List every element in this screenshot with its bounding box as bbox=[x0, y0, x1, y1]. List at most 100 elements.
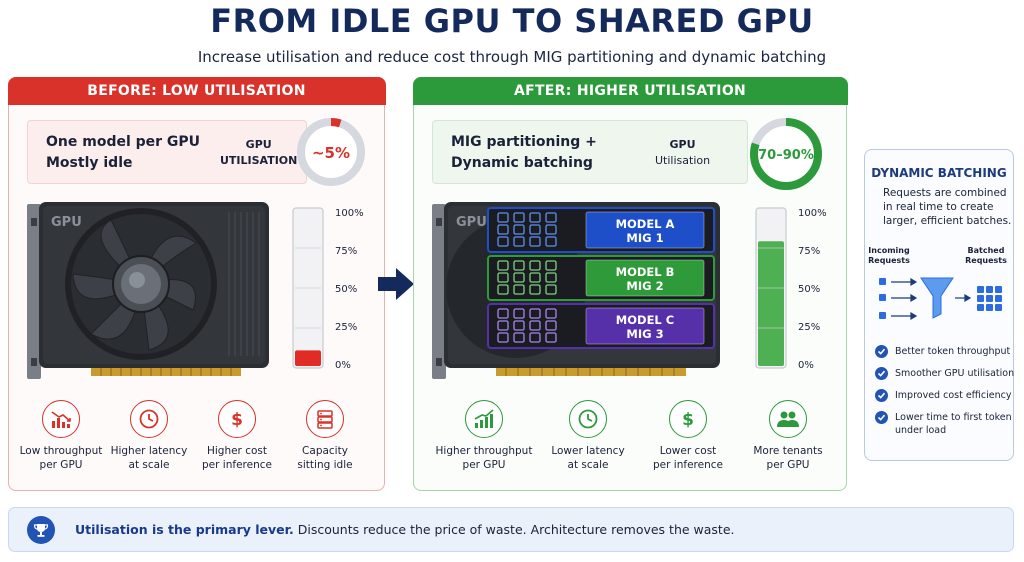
check-circle-icon bbox=[875, 411, 888, 424]
dynamic-batching-desc-line2: in real time to create bbox=[883, 201, 994, 213]
mig-model-label: MODEL B bbox=[616, 265, 675, 279]
batched-requests-label: Batched Requests bbox=[963, 246, 1009, 266]
before-gauge-tick-0: 0% bbox=[335, 360, 351, 371]
before-status-line2: Mostly idle bbox=[46, 155, 133, 171]
compute-core bbox=[497, 308, 509, 319]
chart-up-icon bbox=[465, 400, 503, 438]
compute-core bbox=[497, 212, 509, 223]
before-gauge-tick-75: 75% bbox=[335, 246, 357, 257]
compute-core bbox=[529, 284, 541, 295]
mig-instance-label: MIG 3 bbox=[626, 327, 663, 341]
before-impact-capacity-line2: sitting idle bbox=[297, 459, 353, 471]
after-gpu-label-line1: GPU bbox=[669, 138, 696, 151]
takeaway-text: Utilisation is the primary lever. Discou… bbox=[75, 522, 735, 537]
before-impact-latency-line1: Higher latency bbox=[110, 445, 188, 457]
chart-down-icon bbox=[42, 400, 80, 438]
after-impact-tenants: More tenants per GPU bbox=[738, 400, 838, 472]
compute-core bbox=[513, 320, 525, 331]
benefit-item: Better token throughput bbox=[875, 345, 1014, 358]
before-impact-throughput: Low throughput per GPU bbox=[11, 400, 111, 472]
before-gpu-label: GPU UTILISATION bbox=[220, 137, 297, 169]
compute-core bbox=[497, 236, 509, 247]
compute-core bbox=[529, 308, 541, 319]
compute-core bbox=[545, 320, 557, 331]
after-gauge-tick-100: 100% bbox=[798, 208, 827, 219]
after-gpu-label-line2: Utilisation bbox=[655, 154, 711, 167]
after-gauge-tick-50: 50% bbox=[798, 284, 820, 295]
key-takeaway-banner: Utilisation is the primary lever. Discou… bbox=[8, 507, 1014, 552]
compute-core bbox=[545, 284, 557, 295]
before-card-label: GPU bbox=[51, 215, 82, 230]
compute-core bbox=[545, 272, 557, 283]
after-impact-tenants-line1: More tenants bbox=[753, 445, 823, 457]
before-gauge-tick-25: 25% bbox=[335, 322, 357, 333]
check-circle-icon bbox=[875, 389, 888, 402]
batched-requests-line2: Requests bbox=[965, 256, 1007, 265]
after-impact-latency-line1: Lower latency bbox=[551, 445, 625, 457]
funnel-icon bbox=[920, 277, 954, 319]
after-gauge-fill bbox=[758, 241, 784, 366]
after-impact-cost-line2: per inference bbox=[653, 459, 723, 471]
after-impact-latency: Lower latency at scale bbox=[538, 400, 638, 472]
after-panel: AFTER: HIGHER UTILISATION MIG partitioni… bbox=[412, 76, 848, 491]
after-status-text: MIG partitioning + Dynamic batching bbox=[451, 132, 597, 174]
after-impact-cost-line1: Lower cost bbox=[659, 445, 717, 457]
benefit-text: Better token throughput bbox=[895, 346, 1011, 357]
dynamic-batching-desc-line1: Requests are combined bbox=[883, 187, 1007, 199]
compute-core bbox=[513, 224, 525, 235]
after-utilisation-ring: 70–90% bbox=[750, 118, 822, 190]
compute-core bbox=[529, 332, 541, 343]
compute-core bbox=[529, 224, 541, 235]
trophy-icon bbox=[27, 516, 55, 544]
before-impact-throughput-line2: per GPU bbox=[39, 459, 83, 471]
dynamic-batching-title: DYNAMIC BATCHING bbox=[871, 166, 1007, 180]
dynamic-batching-desc: Requests are combined in real time to cr… bbox=[883, 186, 1011, 228]
compute-core bbox=[497, 320, 509, 331]
mig-model-label: MODEL C bbox=[616, 313, 674, 327]
server-icon bbox=[306, 400, 344, 438]
after-status-line2: Dynamic batching bbox=[451, 155, 593, 171]
before-gpu-label-line1: GPU bbox=[245, 138, 272, 151]
compute-core bbox=[529, 320, 541, 331]
compute-core bbox=[545, 308, 557, 319]
before-utilisation-ring: ~5% bbox=[297, 118, 365, 186]
benefit-text: Improved cost efficiency bbox=[895, 390, 1012, 401]
check-circle-icon bbox=[875, 367, 888, 380]
compute-core bbox=[513, 308, 525, 319]
before-status-line1: One model per GPU bbox=[46, 134, 201, 150]
mig-instance-label: MIG 2 bbox=[626, 279, 663, 293]
after-gauge-tick-0: 0% bbox=[798, 360, 814, 371]
mig-label-box bbox=[585, 211, 705, 249]
clock-icon bbox=[569, 400, 607, 438]
takeaway-rest: Discounts reduce the price of waste. Arc… bbox=[293, 522, 735, 537]
before-impact-cost-line1: Higher cost bbox=[206, 445, 268, 457]
compute-core bbox=[545, 332, 557, 343]
after-gauge-tick-25: 25% bbox=[798, 322, 820, 333]
compute-core bbox=[497, 224, 509, 235]
after-impact-cost: $ Lower cost per inference bbox=[638, 400, 738, 472]
compute-core bbox=[545, 236, 557, 247]
compute-core bbox=[529, 260, 541, 271]
compute-core bbox=[513, 260, 525, 271]
after-impact-throughput-line2: per GPU bbox=[462, 459, 506, 471]
after-utilisation-value: 70–90% bbox=[758, 148, 814, 163]
before-impact-cost: $ Higher cost per inference bbox=[187, 400, 287, 472]
users-icon bbox=[769, 400, 807, 438]
before-impact-capacity-line1: Capacity bbox=[302, 445, 348, 457]
after-card-label: GPU bbox=[456, 215, 487, 230]
after-impact-tenants-line2: per GPU bbox=[766, 459, 810, 471]
benefit-text: Smoother GPU utilisation bbox=[895, 368, 1015, 379]
before-status-box: One model per GPU Mostly idle GPU UTILIS… bbox=[27, 120, 307, 184]
after-status-line1: MIG partitioning + bbox=[451, 134, 597, 150]
mig-model-label: MODEL A bbox=[616, 217, 675, 231]
before-gauge: 100% 75% 50% 25% 0% bbox=[292, 207, 364, 371]
after-status-box: MIG partitioning + Dynamic batching GPU … bbox=[432, 120, 748, 184]
compute-core bbox=[545, 224, 557, 235]
dollar-icon: $ bbox=[218, 400, 256, 438]
after-impact-throughput-line1: Higher throughput bbox=[435, 445, 533, 457]
mig-label-box bbox=[585, 307, 705, 345]
compute-core bbox=[513, 272, 525, 283]
